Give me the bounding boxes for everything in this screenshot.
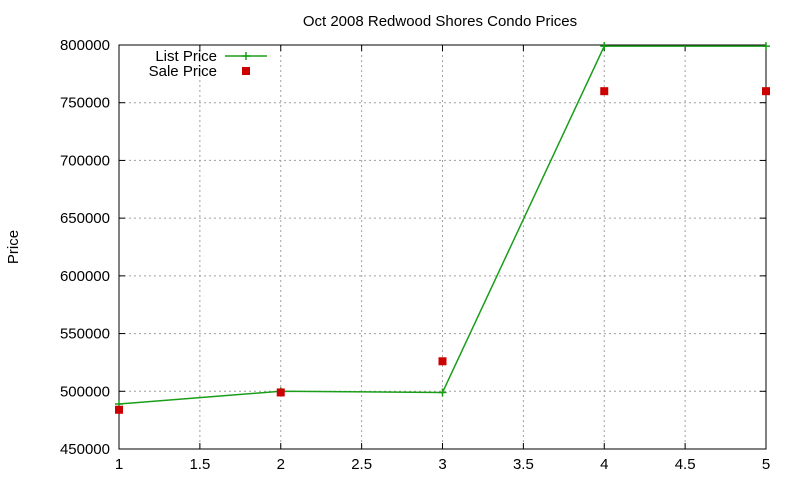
- chart-title: Oct 2008 Redwood Shores Condo Prices: [303, 13, 577, 30]
- y-tick-label: 750000: [60, 95, 110, 112]
- y-tick-label: 650000: [60, 210, 110, 227]
- x-tick-label: 3: [438, 456, 446, 473]
- x-tick-label: 2: [277, 456, 285, 473]
- series-sale-price: [115, 87, 770, 414]
- x-tick-label: 1.5: [189, 456, 210, 473]
- data-point: [600, 87, 609, 96]
- data-point: [276, 388, 285, 397]
- data-point: [600, 42, 609, 51]
- data-point: [438, 388, 447, 397]
- y-tick-label: 450000: [60, 441, 110, 458]
- series: [115, 42, 770, 414]
- y-tick-label: 700000: [60, 152, 110, 169]
- data-point: [115, 405, 123, 414]
- x-tick-label: 1: [115, 456, 123, 473]
- data-point: [762, 42, 770, 51]
- x-tick-label: 3.5: [513, 456, 534, 473]
- y-tick-label: 550000: [60, 326, 110, 343]
- y-tick-label: 800000: [60, 37, 110, 54]
- axis-ticks: 1 1.5 2 2.5 3 3.5 4 4.5 5 450000 500000 550000 60000…: [60, 37, 770, 473]
- legend-marker: [242, 52, 250, 60]
- legend-label: Sale Price: [149, 63, 217, 80]
- y-tick-label: 500000: [60, 383, 110, 400]
- x-tick-label: 4: [600, 456, 608, 473]
- legend-marker: [242, 67, 250, 75]
- data-point: [438, 357, 447, 366]
- legend-label: List Price: [155, 48, 217, 65]
- y-axis-label: Price: [5, 230, 22, 264]
- x-tick-label: 2.5: [351, 456, 372, 473]
- grid-lines: [119, 45, 766, 449]
- data-point: [762, 87, 770, 96]
- x-tick-label: 4.5: [675, 456, 696, 473]
- y-tick-label: 600000: [60, 268, 110, 285]
- x-tick-label: 5: [762, 456, 770, 473]
